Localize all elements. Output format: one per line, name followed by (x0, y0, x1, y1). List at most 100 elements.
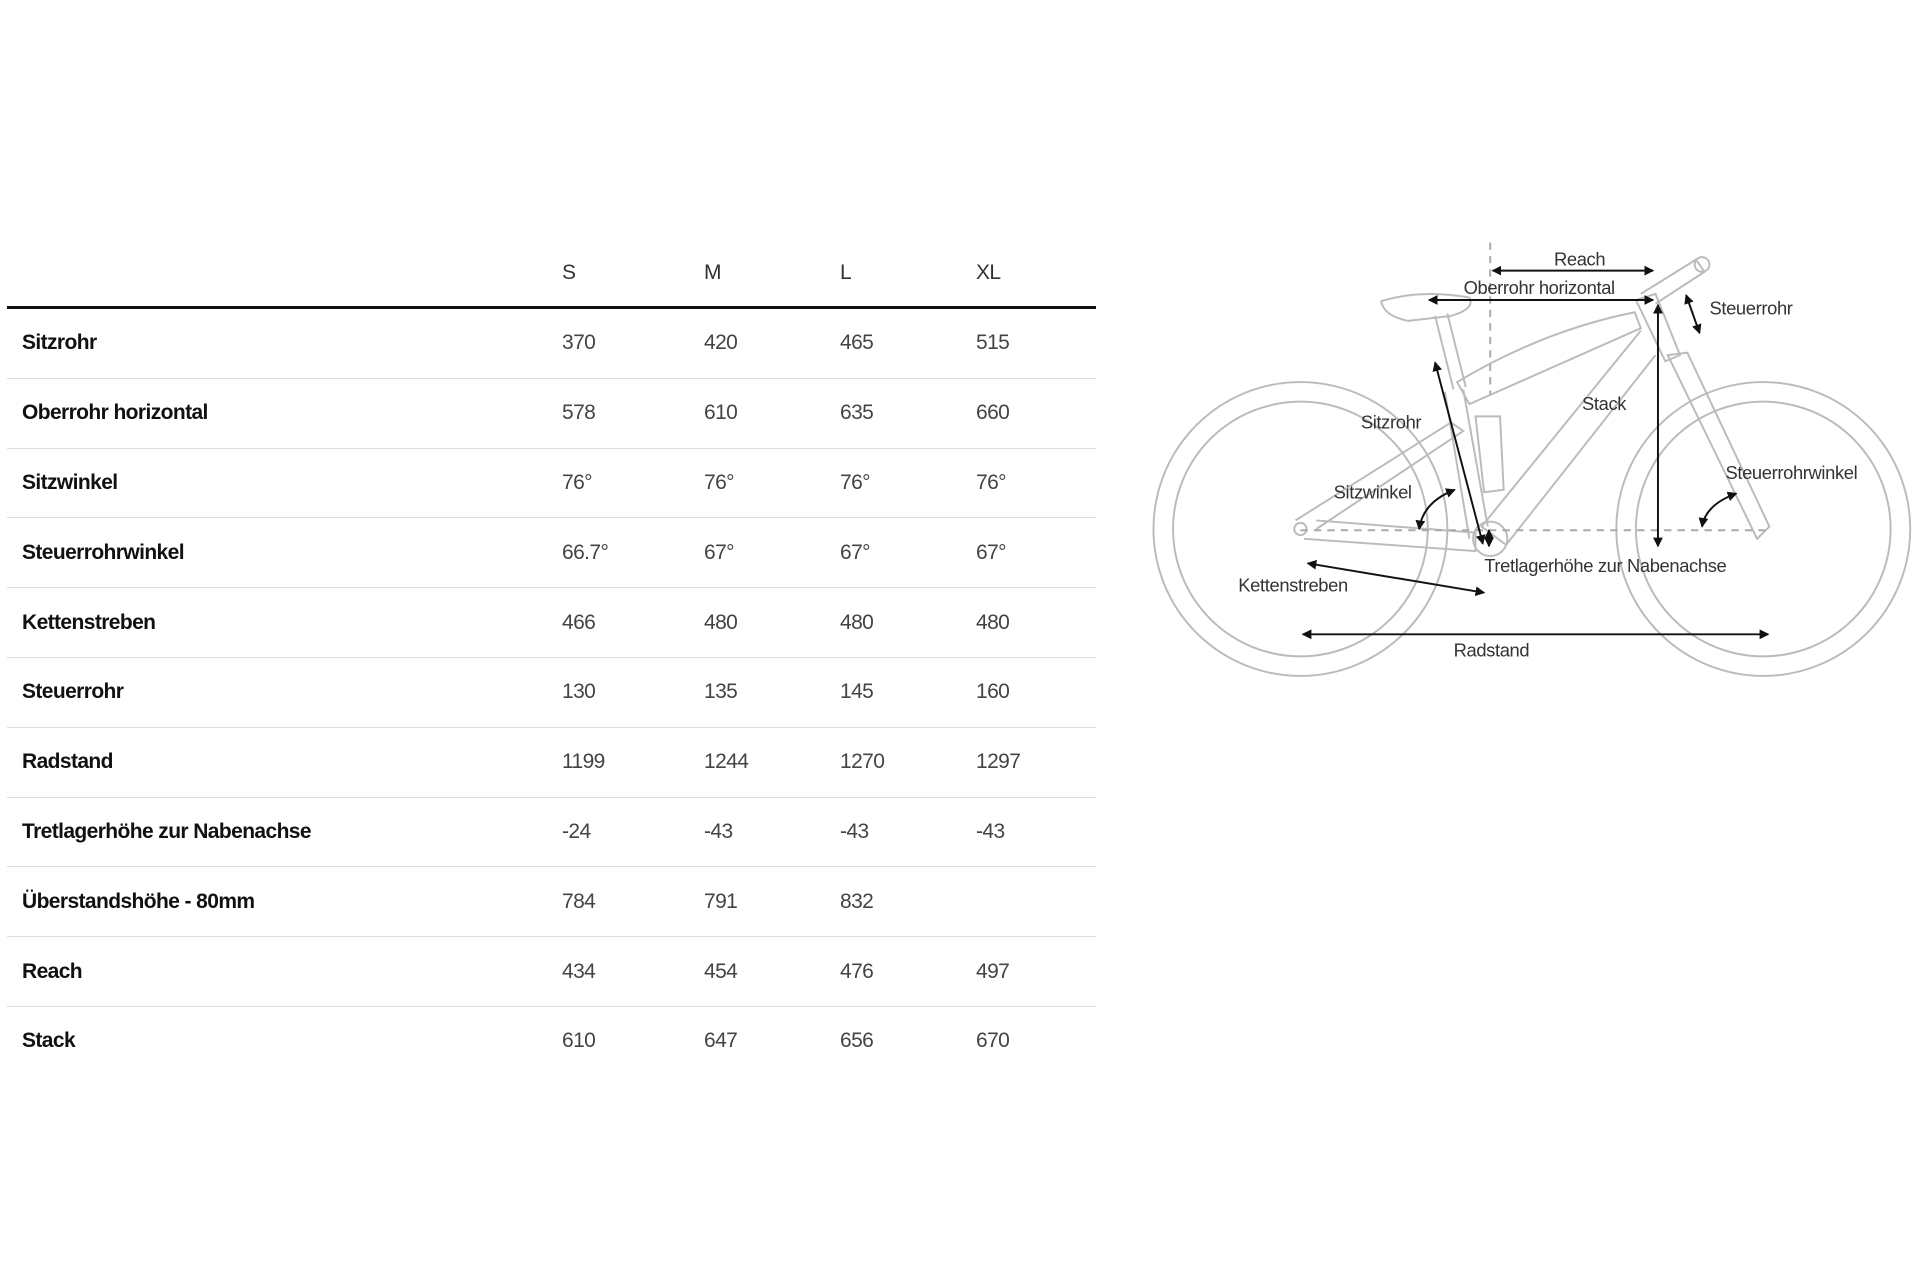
fork (1666, 351, 1771, 541)
table-row: Steuerrohrwinkel 66.7° 67° 67° 67° (7, 518, 1096, 588)
cell-m: 791 (704, 889, 738, 913)
steuerrohr-arrow (1684, 293, 1702, 335)
saddle (1380, 293, 1472, 322)
row-label: Oberrohr horizontal (22, 401, 208, 425)
cell-s: -24 (562, 819, 591, 843)
table-row: Reach 434 454 476 497 (7, 937, 1096, 1007)
table-row: Kettenstreben 466 480 480 480 (7, 588, 1096, 658)
label-steuerrohrwinkel: Steuerrohrwinkel (1725, 462, 1857, 483)
top-tube (1455, 311, 1643, 406)
cell-s: 370 (562, 331, 596, 355)
cell-xl: 515 (976, 331, 1010, 355)
sitzwinkel-angle-arrow (1415, 488, 1456, 531)
cell-l: 76° (840, 470, 871, 494)
cell-s: 610 (562, 1029, 596, 1053)
cell-xl: -43 (976, 819, 1005, 843)
column-header-xl: XL (976, 261, 1001, 284)
label-kettenstreben: Kettenstreben (1238, 574, 1348, 595)
cell-xl: 660 (976, 401, 1010, 425)
sitzrohr-arrow (1432, 361, 1486, 545)
down-tube (1480, 330, 1657, 547)
cell-l: 67° (840, 540, 871, 564)
cell-s: 784 (562, 889, 596, 913)
column-header-s: S (562, 261, 576, 284)
cell-m: 454 (704, 959, 738, 983)
cell-m: 135 (704, 680, 738, 704)
cell-l: 476 (840, 959, 874, 983)
cell-s: 66.7° (562, 540, 609, 564)
row-label: Steuerrohrwinkel (22, 540, 185, 564)
row-label: Überstandshöhe - 80mm (22, 889, 255, 913)
row-label: Reach (22, 959, 83, 983)
label-reach: Reach (1554, 249, 1605, 270)
cell-l: 832 (840, 889, 874, 913)
cell-m: 647 (704, 1029, 738, 1053)
row-label: Radstand (22, 750, 113, 774)
cell-m: 610 (704, 401, 738, 425)
cell-l: -43 (840, 819, 869, 843)
cell-xl: 670 (976, 1029, 1010, 1053)
cell-s: 130 (562, 680, 596, 704)
cell-s: 578 (562, 401, 596, 425)
cell-s: 1199 (562, 750, 605, 774)
rear-axle (1293, 521, 1308, 537)
steuerrohrwinkel-angle-arrow (1698, 491, 1738, 528)
cell-m: 67° (704, 540, 735, 564)
cell-s: 466 (562, 610, 596, 634)
cell-m: 420 (704, 331, 738, 355)
cell-s: 434 (562, 959, 596, 983)
label-stack: Stack (1582, 393, 1627, 414)
row-label: Tretlagerhöhe zur Nabenachse (22, 819, 312, 843)
cell-xl: 480 (976, 610, 1010, 634)
geometry-table: S M L XL Sitzrohr 370 420 465 515 Oberrohr ho… (7, 240, 1096, 1076)
table-row: Radstand 1199 1244 1270 1297 (7, 727, 1096, 798)
cell-m: 76° (704, 470, 735, 494)
cell-l: 480 (840, 610, 874, 634)
cell-m: -43 (704, 819, 733, 843)
cell-l: 656 (840, 1029, 874, 1053)
label-sitzwinkel: Sitzwinkel (1334, 481, 1412, 502)
label-tretlager: Tretlagerhöhe zur Nabenachse (1484, 555, 1726, 576)
row-label: Stack (22, 1029, 76, 1053)
row-label: Sitzrohr (22, 331, 97, 355)
table-row: Stack 610 647 656 670 (7, 1006, 1096, 1075)
cell-m: 480 (704, 610, 738, 634)
cell-l: 1270 (840, 750, 885, 774)
table-row: Sitzwinkel 76° 76° 76° 76° (7, 448, 1096, 518)
row-label: Sitzwinkel (22, 470, 118, 494)
cell-l: 635 (840, 401, 874, 425)
stem-handlebar (1640, 258, 1706, 305)
column-header-m: M (704, 261, 722, 284)
cell-xl: 76° (976, 470, 1007, 494)
cell-xl: 1297 (976, 750, 1021, 774)
row-label: Steuerrohr (22, 680, 124, 704)
table-row: Steuerrohr 130 135 145 160 (7, 657, 1096, 728)
cell-s: 76° (562, 470, 593, 494)
diagram-labels: Reach Oberrohr horizontal Steuerrohr Sta… (1238, 249, 1857, 661)
row-label: Kettenstreben (22, 610, 156, 634)
cell-xl: 160 (976, 680, 1010, 704)
front-wheel-inner (1634, 400, 1892, 658)
cell-l: 465 (840, 331, 874, 355)
table-row: Oberrohr horizontal 578 610 635 660 (7, 378, 1096, 449)
front-wheel-outer (1615, 381, 1912, 677)
label-oberrohr: Oberrohr horizontal (1464, 277, 1615, 298)
measurement-lines (1300, 242, 1770, 640)
column-header-l: L (840, 261, 852, 284)
label-steuerrohr: Steuerrohr (1709, 298, 1792, 319)
table-row: Tretlagerhöhe zur Nabenachse -24 -43 -43 -43 (7, 797, 1096, 867)
cell-xl: 67° (976, 540, 1007, 564)
kettenstreben-arrow (1306, 559, 1486, 597)
chain-stay (1304, 519, 1477, 553)
table-header-row: S M L XL (7, 240, 1096, 308)
label-sitzrohr: Sitzrohr (1361, 412, 1422, 433)
label-radstand: Radstand (1454, 639, 1530, 660)
table-row: Sitzrohr 370 420 465 515 (7, 308, 1096, 379)
cell-xl: 497 (976, 959, 1010, 983)
cell-l: 145 (840, 680, 874, 704)
cell-m: 1244 (704, 750, 749, 774)
rear-wheel-inner (1172, 400, 1429, 658)
handlebar-end (1693, 256, 1711, 273)
table-row: Überstandshöhe - 80mm 784 791 832 (7, 867, 1096, 937)
